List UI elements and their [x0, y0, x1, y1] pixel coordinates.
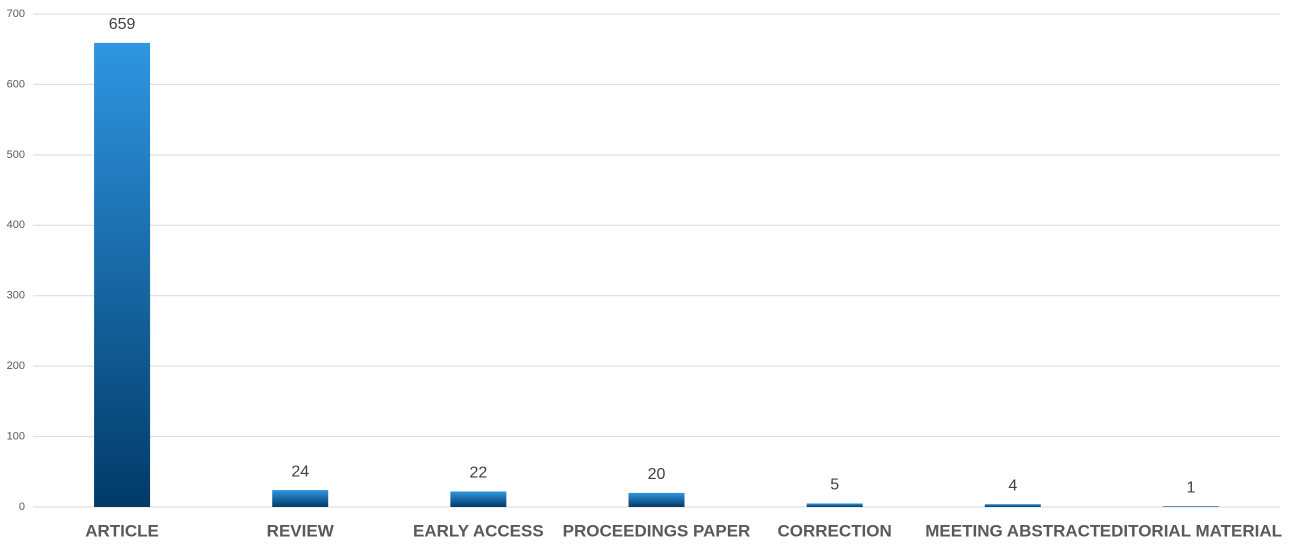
x-tick-label: MEETING ABSTRACT: [925, 521, 1101, 540]
bar: [272, 490, 329, 507]
y-tick-label: 300: [7, 290, 25, 302]
x-tick-label: CORRECTION: [778, 521, 892, 540]
y-tick-label: 200: [7, 360, 25, 372]
value-label: 22: [469, 465, 487, 482]
y-tick-label: 100: [7, 430, 25, 442]
bar: [450, 491, 507, 507]
y-tick-label: 500: [7, 149, 25, 161]
value-label: 4: [1008, 477, 1017, 494]
value-label: 5: [830, 477, 839, 494]
x-tick-label: EARLY ACCESS: [413, 521, 544, 540]
y-tick-label: 400: [7, 219, 25, 231]
x-tick-label: EDITORIAL MATERIAL: [1100, 521, 1282, 540]
x-tick-label: PROCEEDINGS PAPER: [563, 521, 751, 540]
x-tick-label: REVIEW: [267, 521, 335, 540]
value-label: 20: [648, 466, 666, 483]
y-tick-label: 600: [7, 78, 25, 90]
value-label: 1: [1186, 480, 1195, 497]
bar: [984, 504, 1041, 507]
bar: [628, 492, 685, 507]
x-tick-label: ARTICLE: [85, 521, 159, 540]
value-label: 659: [109, 16, 136, 33]
y-tick-label: 0: [19, 501, 25, 513]
bar: [94, 42, 151, 508]
y-tick-label: 700: [7, 8, 25, 20]
bar: [806, 503, 863, 507]
value-label: 24: [291, 463, 309, 480]
bar: [1162, 506, 1219, 507]
